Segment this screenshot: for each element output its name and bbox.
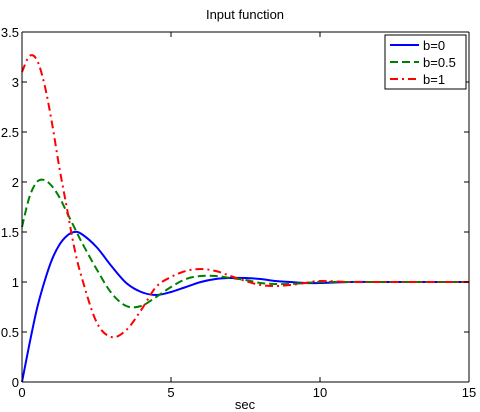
axes-layer xyxy=(21,31,470,383)
legend-items: b=0 b=0.5 b=1 xyxy=(390,38,456,87)
plot-area xyxy=(22,32,469,382)
legend-label-0: b=0 xyxy=(423,38,445,53)
x-tick-label-0: 0 xyxy=(18,385,25,400)
y-tick-label-4: 2 xyxy=(12,175,19,190)
y-tick-label-2: 1 xyxy=(12,275,19,290)
legend-label-2: b=1 xyxy=(423,72,445,87)
y-tick-label-0: 0 xyxy=(12,375,19,390)
y-tick-label-1: 0.5 xyxy=(1,325,19,340)
y-tick-label-7: 3.5 xyxy=(1,25,19,40)
x-axis-label: sec xyxy=(235,397,256,412)
chart-title: Input function xyxy=(206,7,284,22)
x-tick-label-3: 15 xyxy=(462,385,476,400)
x-tick-label-1: 5 xyxy=(167,385,174,400)
y-tick-label-5: 2.5 xyxy=(1,125,19,140)
series-layer xyxy=(21,54,469,383)
y-tick-label-6: 3 xyxy=(12,75,19,90)
ticks-layer: 0 5 10 15 0 0.5 1 1.5 2 2.5 3 3.5 xyxy=(1,25,476,400)
x-tick-label-2: 10 xyxy=(313,385,327,400)
y-tick-label-3: 1.5 xyxy=(1,225,19,240)
series-line-2 xyxy=(21,54,469,339)
legend: b=0 b=0.5 b=1 xyxy=(384,34,467,90)
legend-label-1: b=0.5 xyxy=(423,55,456,70)
